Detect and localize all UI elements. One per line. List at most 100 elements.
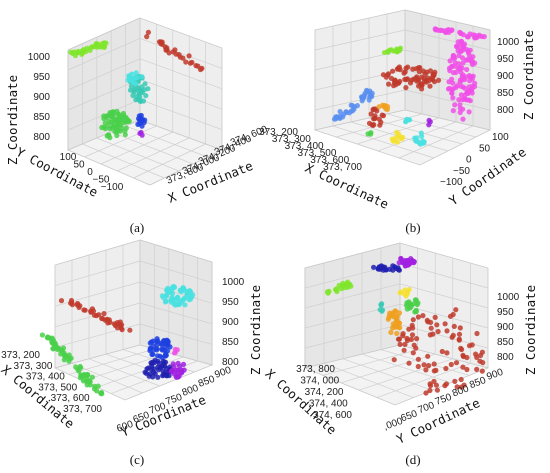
panel-b-zlabel: Z Coordinate (521, 30, 536, 120)
gridline (139, 323, 213, 345)
gridline (139, 78, 223, 110)
panel-a-z-tick-label: 850 (33, 112, 50, 123)
data-point (133, 70, 139, 76)
data-point (432, 26, 438, 32)
data-point (58, 351, 64, 357)
data-point (360, 96, 366, 102)
data-point (421, 362, 427, 368)
gridline (368, 117, 463, 145)
panel-d-y-tick-label: 750 (434, 392, 454, 408)
data-point (464, 66, 470, 73)
data-point (99, 315, 105, 321)
data-point (66, 352, 72, 358)
data-point (406, 287, 412, 292)
data-point (96, 312, 102, 318)
data-point (464, 90, 470, 96)
gridline (399, 263, 489, 289)
data-point (152, 371, 158, 377)
panel-d: Z Coordinate X Coordinate Y Coordinate 1… (262, 242, 538, 467)
data-point (91, 44, 98, 50)
data-point (119, 327, 125, 333)
gridline (82, 143, 165, 179)
data-point (80, 378, 87, 384)
gridline (96, 356, 184, 388)
data-point (464, 366, 470, 373)
data-point (456, 52, 462, 59)
data-point (399, 136, 405, 142)
data-point (450, 54, 456, 60)
data-point (392, 138, 398, 144)
panel-d-z-tick-label: 850 (497, 337, 514, 348)
data-point (410, 350, 416, 356)
data-point (49, 339, 55, 345)
data-point (460, 364, 466, 370)
panel-b-x-tick-label: 373, 700 (323, 162, 362, 173)
data-point (413, 138, 419, 144)
data-point (458, 376, 464, 383)
panel-a-y-tick-label: −100 (101, 182, 124, 193)
data-point (154, 339, 160, 345)
panel-d-y-tick-label: 900 (485, 367, 505, 383)
data-point (460, 75, 466, 81)
data-point (407, 301, 413, 307)
data-point (465, 48, 471, 54)
data-point (393, 82, 399, 88)
panel-d-x-tick-label: 374, 000 (300, 376, 339, 387)
data-point (405, 64, 411, 70)
gridline (304, 283, 401, 309)
data-point (409, 257, 415, 263)
data-point (427, 83, 433, 89)
panel-b-z-tick-label: 900 (497, 71, 514, 82)
panel-c-y-tick-label: 850 (197, 374, 217, 390)
data-point (155, 374, 161, 380)
panel-b-x-tick-label: 373, 500 (297, 148, 336, 159)
data-point (386, 81, 392, 87)
data-point (439, 348, 445, 355)
data-point (337, 109, 343, 115)
data-point (197, 66, 204, 73)
data-point (104, 316, 110, 322)
panel-a-z-tick-label: 950 (33, 72, 50, 83)
data-point (413, 75, 419, 81)
data-point (427, 68, 434, 74)
data-point (148, 339, 154, 345)
panel-c-x-tick-label: 373, 300 (13, 361, 52, 372)
data-point (457, 102, 463, 108)
data-point (371, 106, 377, 112)
data-point (462, 85, 468, 91)
data-point (146, 373, 152, 379)
data-point (419, 133, 425, 139)
panel-c-x-tick-label: 373, 600 (51, 393, 90, 404)
data-point (385, 49, 391, 55)
data-point (457, 29, 463, 35)
data-point (168, 289, 174, 295)
gridline (342, 358, 433, 391)
data-point (174, 347, 180, 353)
gridline (399, 303, 489, 329)
data-point (177, 54, 183, 60)
panel-d-x-tick-label: 374, 400 (309, 399, 348, 410)
data-point (415, 356, 421, 362)
data-point (325, 290, 331, 296)
data-point (431, 368, 437, 374)
data-point (472, 32, 478, 39)
data-point (455, 48, 461, 54)
data-point (450, 311, 456, 318)
data-point (457, 325, 463, 331)
data-point (144, 34, 150, 40)
panel-b-y-tick-label: −100 (440, 177, 463, 188)
data-point (72, 53, 78, 59)
data-point (426, 122, 432, 128)
data-point (109, 111, 115, 117)
data-point (412, 297, 418, 303)
data-point (131, 87, 138, 93)
gridline (139, 99, 223, 130)
panel-c-z-tick-label: 850 (222, 337, 239, 348)
data-point (56, 345, 62, 351)
data-point (457, 109, 463, 116)
panel-c-x-tick-label: 373, 200 (1, 350, 40, 361)
data-point (114, 116, 120, 123)
panel-b-z-tick-label: 1000 (497, 37, 520, 48)
data-point (456, 331, 463, 337)
